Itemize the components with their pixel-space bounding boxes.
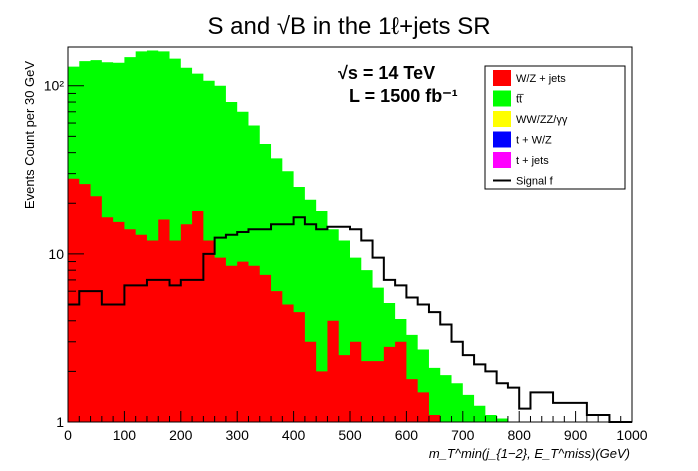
x-tick-label: 400 [282,427,306,443]
signal-f-line [68,216,632,423]
legend-swatch-w-z-jets [493,70,511,86]
y-axis: 1 10 10² [44,78,84,430]
legend-swatch-t-w-z [493,131,511,148]
legend-label-w-z-jets: W/Z + jets [516,73,566,85]
legend-swatch-t-jets [493,152,511,168]
y-tick-label: 10 [48,246,64,262]
legend: W/Z + jets tt̅ WW/ZZ/γγ t + W/Z t + jets Sign… [484,65,626,190]
x-tick-label: 1000 [616,427,647,443]
energy-annotation: √s = 14 TeV [338,63,435,83]
legend-label-t-jets: t + jets [516,155,549,167]
luminosity-annotation: L = 1500 fb⁻¹ [349,86,458,106]
stacked-fills [68,50,632,423]
x-tick-label: 100 [113,427,137,443]
x-tick-label: 300 [226,427,250,443]
x-tick-label: 800 [508,427,532,443]
y-tick-label: 10² [44,78,65,94]
chart-title: S and √B in the 1ℓ+jets SR [207,13,490,40]
y-axis-label: Events Count per 30 GeV [22,61,37,209]
x-tick-label: 900 [564,427,588,443]
legend-swatch-ww-zz- [493,111,511,127]
x-axis-label: m_T^min(j_{1−2}, E_T^miss)(GeV) [429,446,630,461]
legend-swatch-tt- [493,90,511,107]
x-tick-label: 700 [451,427,475,443]
x-axis: 0 100 200 300 400 500 600 700 800 900 1000 [64,411,648,443]
legend-label-t-w-z: t + W/Z [516,135,552,147]
legend-label-tt-: tt̅ [516,94,524,106]
x-tick-label: 600 [395,427,419,443]
y-tick-label: 1 [56,414,64,430]
legend-box [484,65,626,190]
legend-label-signal-f: Signal f [516,176,554,188]
histogram-fill-w-z-jets [68,178,632,422]
x-tick-label: 200 [169,427,193,443]
legend-label-ww-zz-: WW/ZZ/γγ [516,114,568,126]
x-tick-label: 0 [64,427,72,443]
x-tick-label: 500 [338,427,362,443]
signal-line-group [68,216,632,423]
